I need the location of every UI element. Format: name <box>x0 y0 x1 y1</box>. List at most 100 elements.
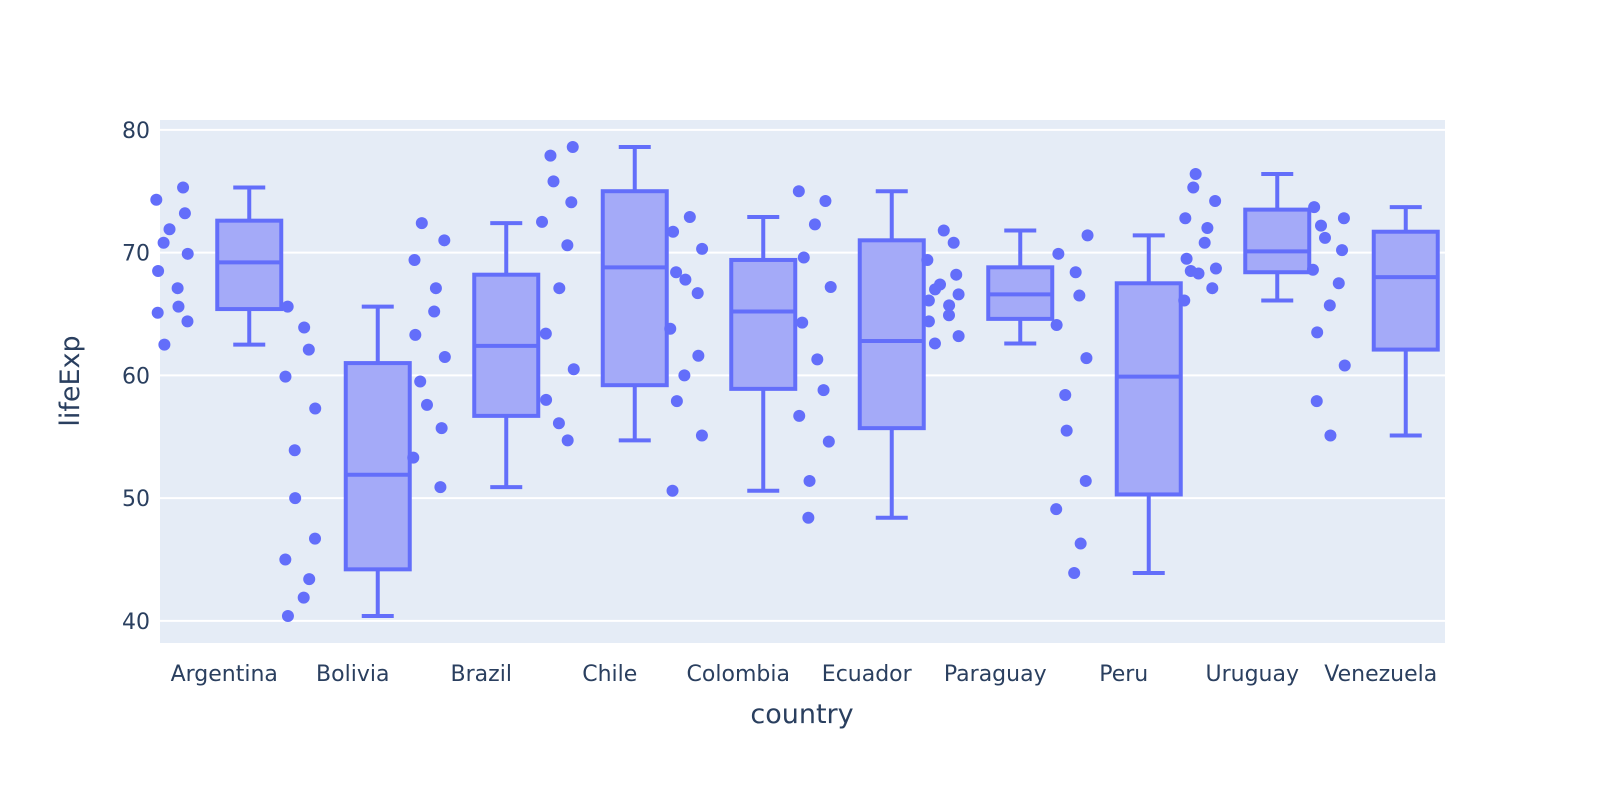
data-point <box>1180 252 1193 265</box>
x-axis-title: country <box>750 699 853 730</box>
data-point <box>567 363 580 376</box>
iqr-box <box>1243 207 1312 275</box>
data-point <box>1206 282 1219 295</box>
data-point <box>1081 229 1094 242</box>
data-point <box>1050 503 1063 516</box>
data-point <box>1080 352 1093 365</box>
data-point <box>819 195 832 208</box>
iqr-box <box>1371 229 1440 352</box>
data-point <box>302 343 315 356</box>
iqr-box <box>343 361 412 572</box>
data-point <box>1314 219 1327 232</box>
box-bolivia <box>279 300 412 622</box>
box-ecuador <box>792 185 926 524</box>
points-ecuador <box>792 185 837 524</box>
data-point <box>415 217 428 230</box>
data-point <box>561 434 574 447</box>
data-point <box>822 435 835 448</box>
data-point <box>438 350 451 363</box>
x-tick-paraguay: Paraguay <box>944 662 1047 687</box>
data-point <box>1068 567 1081 580</box>
y-axis-title: lifeExp <box>55 335 86 426</box>
data-point <box>1079 474 1092 487</box>
data-point <box>553 282 566 295</box>
data-point <box>691 287 704 300</box>
data-point <box>670 395 683 408</box>
y-tick-80: 80 <box>122 119 150 144</box>
data-point <box>547 175 560 188</box>
data-point <box>664 322 677 335</box>
box-colombia <box>664 210 798 497</box>
data-point <box>950 268 963 281</box>
x-tick-uruguay: Uruguay <box>1206 662 1300 687</box>
data-point <box>150 193 163 206</box>
data-point <box>1336 244 1349 257</box>
data-point <box>279 370 292 383</box>
box-brazil <box>407 217 541 494</box>
iqr-box <box>215 218 284 312</box>
data-point <box>937 224 950 237</box>
data-point <box>928 337 941 350</box>
data-point <box>692 349 705 362</box>
data-point <box>1179 212 1192 225</box>
box-venezuela <box>1306 201 1440 442</box>
data-point <box>1318 231 1331 244</box>
data-point <box>309 402 322 415</box>
data-point <box>177 181 190 194</box>
data-point <box>802 511 815 524</box>
data-point <box>792 185 805 198</box>
data-point <box>540 393 553 406</box>
data-point <box>539 327 552 340</box>
data-point <box>1337 212 1350 225</box>
data-point <box>824 280 837 293</box>
data-point <box>279 553 292 566</box>
data-point <box>1192 267 1205 280</box>
y-tick-60: 60 <box>122 364 150 389</box>
data-point <box>561 239 574 252</box>
y-tick-70: 70 <box>122 242 150 267</box>
iqr-box <box>1114 281 1183 497</box>
data-point <box>797 251 810 264</box>
data-point <box>409 328 422 341</box>
data-point <box>414 375 427 388</box>
data-point <box>670 266 683 279</box>
data-point <box>288 444 301 457</box>
points-argentina <box>150 181 194 351</box>
y-tick-labels: 40 50 60 70 80 <box>122 119 150 635</box>
data-point <box>942 309 955 322</box>
data-point <box>435 422 448 435</box>
points-bolivia <box>279 300 322 622</box>
data-point <box>566 141 579 154</box>
data-point <box>1052 247 1065 260</box>
data-point <box>1209 262 1222 275</box>
box-uruguay <box>1178 168 1312 307</box>
points-paraguay <box>921 224 965 350</box>
data-point <box>1178 294 1191 307</box>
data-point <box>1308 201 1321 214</box>
data-point <box>1310 395 1323 408</box>
data-point <box>811 353 824 366</box>
iqr-box <box>729 257 798 391</box>
data-point <box>309 532 322 545</box>
data-point <box>1059 389 1072 402</box>
points-peru <box>1050 229 1094 580</box>
data-point <box>163 223 176 236</box>
y-tick-40: 40 <box>122 610 150 635</box>
data-point <box>298 321 311 334</box>
data-point <box>947 236 960 249</box>
data-point <box>158 338 171 351</box>
data-point <box>289 492 302 505</box>
points-chile <box>536 141 580 447</box>
data-point <box>536 215 549 228</box>
data-point <box>181 315 194 328</box>
x-tick-chile: Chile <box>582 662 637 687</box>
data-point <box>565 196 578 209</box>
x-tick-venezuela: Venezuela <box>1324 662 1437 687</box>
data-point <box>1187 181 1200 194</box>
x-tick-labels: Argentina Bolivia Brazil Chile Colombia Ecuad… <box>171 662 1438 687</box>
box-chile <box>536 141 669 447</box>
points-brazil <box>407 217 451 494</box>
box-argentina <box>150 181 284 351</box>
data-point <box>1189 168 1202 181</box>
